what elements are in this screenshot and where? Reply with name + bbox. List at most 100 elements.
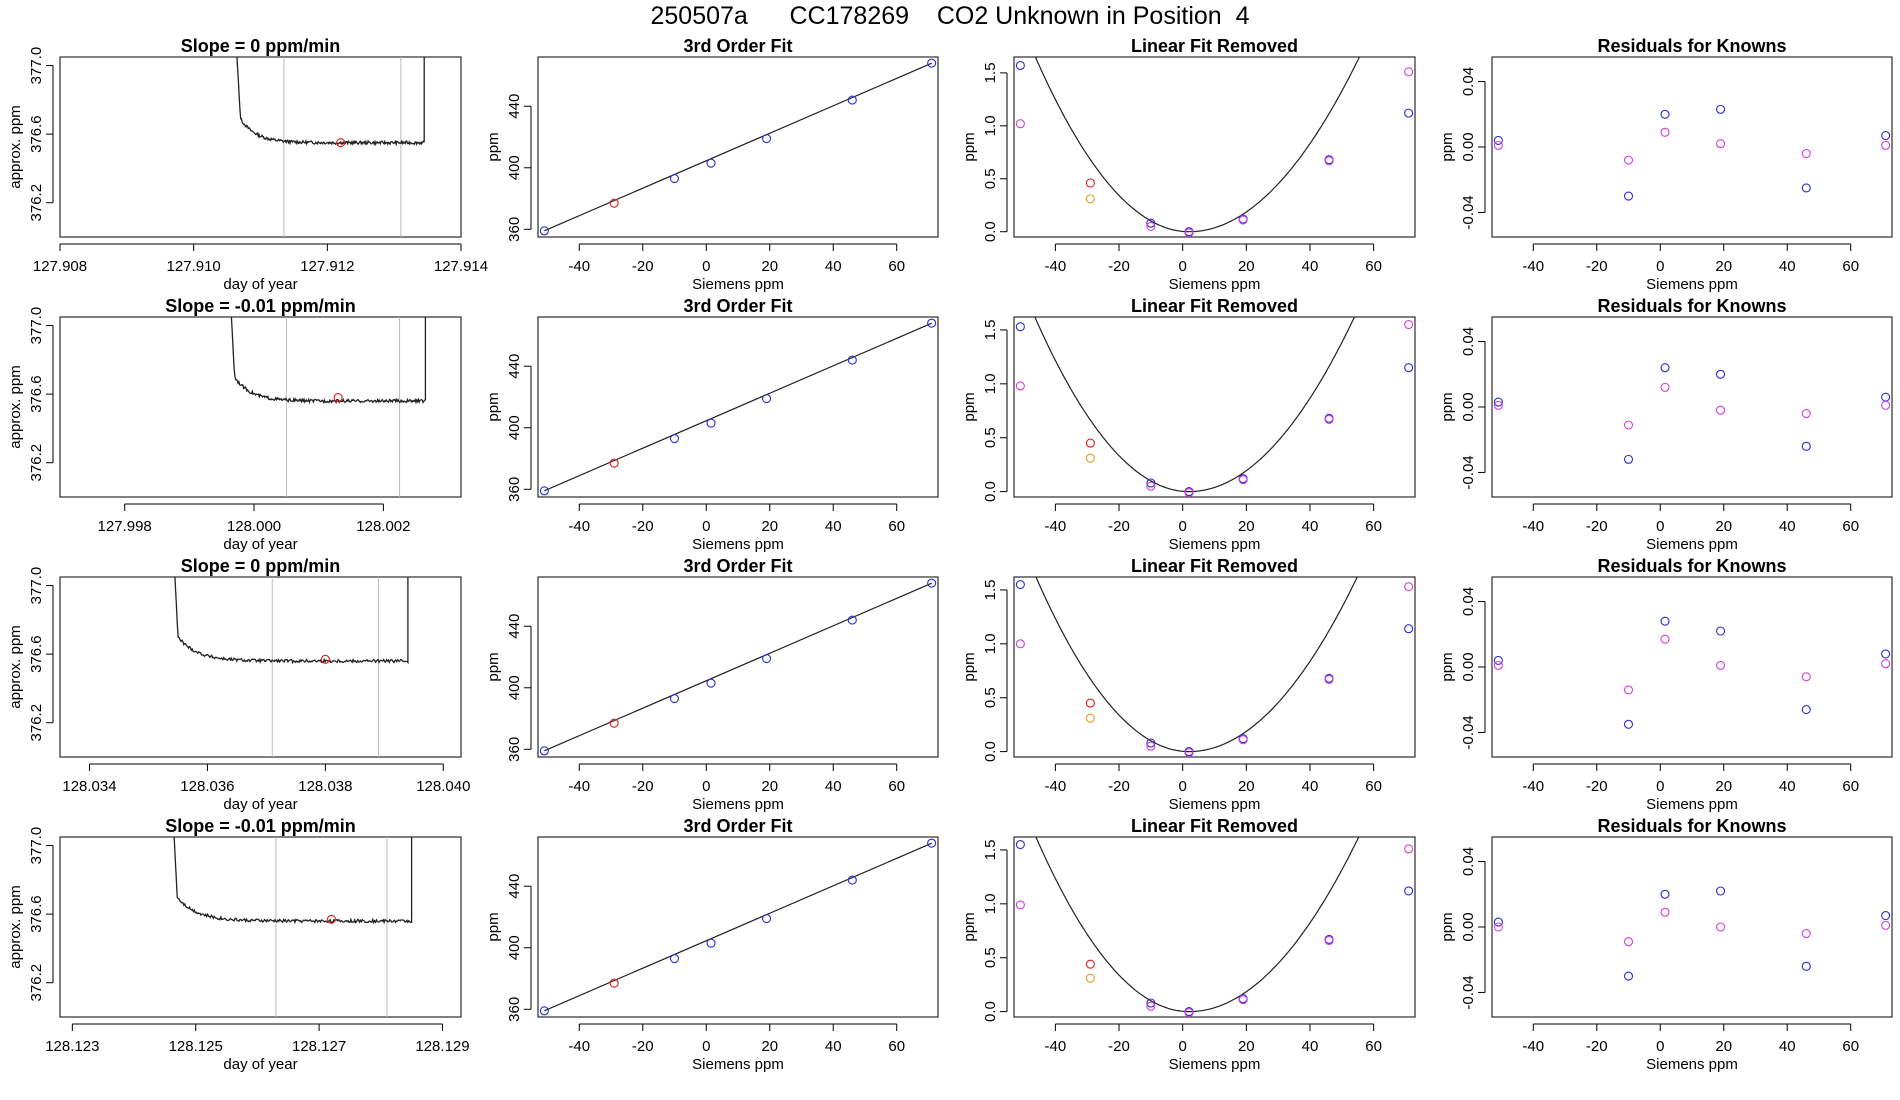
y-tick-label: 0.00 bbox=[1460, 392, 1477, 421]
chart-r2-residuals: Residuals for Knowns -40 -20 0 20 40 60 Siemens… bbox=[1439, 296, 1893, 553]
data-point bbox=[669, 953, 680, 964]
chart-title: 3rd Order Fit bbox=[683, 36, 792, 56]
plot-frame bbox=[537, 56, 939, 238]
y-tick-label: 440 bbox=[506, 354, 523, 379]
data-point bbox=[1146, 741, 1156, 751]
data-point bbox=[1801, 441, 1811, 451]
x-tick-label: -20 bbox=[1108, 258, 1130, 275]
data-point bbox=[1324, 674, 1334, 684]
data-point bbox=[1801, 672, 1811, 682]
data-point bbox=[1238, 215, 1248, 225]
y-tick-label: 0.0 bbox=[982, 221, 999, 242]
data-point bbox=[927, 578, 937, 588]
data-point bbox=[1404, 363, 1414, 373]
data-point bbox=[1085, 178, 1095, 188]
plot-area bbox=[1015, 577, 1414, 757]
y-axis-label: ppm bbox=[961, 912, 978, 941]
x-tick-label: -40 bbox=[568, 1038, 590, 1055]
data-point bbox=[1623, 155, 1634, 165]
y-tick-label: -0.04 bbox=[1460, 195, 1477, 229]
x-tick-label: 40 bbox=[825, 258, 842, 275]
data-point bbox=[1623, 191, 1634, 201]
y-tick-label: 360 bbox=[506, 737, 523, 762]
data-point bbox=[1493, 397, 1503, 407]
data-point bbox=[1015, 639, 1025, 649]
x-tick-label: -20 bbox=[1108, 778, 1130, 795]
chart-title: 3rd Order Fit bbox=[683, 816, 792, 836]
data-point bbox=[1324, 935, 1334, 946]
data-point bbox=[539, 1006, 549, 1016]
data-point bbox=[326, 914, 336, 924]
x-tick-label: -40 bbox=[1522, 778, 1544, 795]
x-tick-label: -20 bbox=[632, 518, 654, 535]
plot-area bbox=[1015, 317, 1414, 497]
y-tick-label: -0.04 bbox=[1460, 455, 1477, 489]
plot-frame bbox=[1491, 316, 1893, 498]
y-tick-label: 1.5 bbox=[982, 580, 999, 601]
y-tick-label: 360 bbox=[506, 477, 523, 502]
y-tick-label: 376.2 bbox=[28, 704, 45, 742]
data-point bbox=[1085, 438, 1095, 448]
data-point bbox=[1660, 109, 1670, 119]
data-point bbox=[1015, 322, 1025, 332]
data-point bbox=[1184, 488, 1194, 497]
x-tick-label: 20 bbox=[761, 778, 778, 795]
chart-r4-residuals: Residuals for Knowns -40 -20 0 20 40 60 Siemens… bbox=[1439, 816, 1893, 1073]
data-point bbox=[1146, 478, 1156, 488]
y-axis-label: ppm bbox=[1439, 132, 1456, 161]
data-point bbox=[762, 133, 772, 144]
data-point bbox=[762, 653, 772, 664]
x-tick-label: 60 bbox=[1365, 258, 1382, 275]
data-point bbox=[1623, 420, 1634, 430]
data-point bbox=[1015, 119, 1025, 129]
x-tick-label: -20 bbox=[1586, 778, 1608, 795]
x-tick-label: 40 bbox=[1302, 258, 1319, 275]
chart-r1-residuals: Residuals for Knowns -40 -20 0 20 40 60 Siemens… bbox=[1439, 36, 1893, 293]
data-point bbox=[609, 978, 619, 988]
y-tick-label: 0.0 bbox=[982, 1001, 999, 1022]
plot-area bbox=[1493, 104, 1891, 201]
x-axis-label: Siemens ppm bbox=[1169, 1056, 1261, 1073]
y-tick-label: 376.6 bbox=[28, 895, 45, 933]
data-point bbox=[1716, 626, 1726, 636]
data-point bbox=[1085, 194, 1095, 204]
x-axis-label: Siemens ppm bbox=[1169, 536, 1261, 553]
x-axis-label: Siemens ppm bbox=[1169, 796, 1261, 813]
chart-r2-linear: Linear Fit Removed -40 -20 0 20 40 60 Siemens p… bbox=[961, 296, 1416, 553]
data-point bbox=[609, 718, 619, 728]
x-tick-label: -20 bbox=[632, 778, 654, 795]
x-tick-label: 127.914 bbox=[434, 258, 488, 275]
data-point bbox=[1881, 649, 1891, 659]
y-tick-label: -0.04 bbox=[1460, 975, 1477, 1009]
x-tick-label: 0 bbox=[702, 518, 710, 535]
plot-frame bbox=[1491, 56, 1893, 238]
y-tick-label: -0.04 bbox=[1460, 715, 1477, 749]
x-tick-label: 20 bbox=[1715, 1038, 1732, 1055]
y-axis-label: ppm bbox=[961, 392, 978, 421]
data-point bbox=[333, 393, 343, 403]
chart-r4-linear: Linear Fit Removed -40 -20 0 20 40 60 Siemens p… bbox=[961, 816, 1416, 1073]
series-line bbox=[174, 577, 409, 665]
x-tick-label: -20 bbox=[1108, 518, 1130, 535]
data-point bbox=[847, 875, 857, 885]
plot-frame bbox=[59, 576, 462, 758]
data-point bbox=[1881, 392, 1891, 402]
y-tick-label: 1.0 bbox=[982, 373, 999, 394]
plot-frame bbox=[1013, 576, 1416, 758]
data-point bbox=[1801, 704, 1811, 715]
y-tick-label: 376.6 bbox=[28, 115, 45, 153]
data-point bbox=[1015, 900, 1025, 910]
x-tick-label: 128.036 bbox=[180, 778, 234, 795]
x-tick-label: 127.912 bbox=[300, 258, 354, 275]
chart-title: Linear Fit Removed bbox=[1131, 816, 1298, 836]
x-tick-label: -20 bbox=[1586, 258, 1608, 275]
data-point bbox=[1493, 660, 1503, 670]
plot-frame bbox=[1013, 316, 1416, 498]
data-point bbox=[1015, 839, 1025, 850]
x-tick-label: -20 bbox=[1108, 1038, 1130, 1055]
data-point bbox=[1881, 920, 1891, 930]
data-point bbox=[1184, 748, 1194, 757]
chart-r1-fit: 3rd Order Fit -40 -20 0 20 40 60 Siemens ppm 360… bbox=[485, 36, 939, 293]
data-point bbox=[762, 913, 772, 924]
y-axis-label: ppm bbox=[485, 132, 502, 161]
